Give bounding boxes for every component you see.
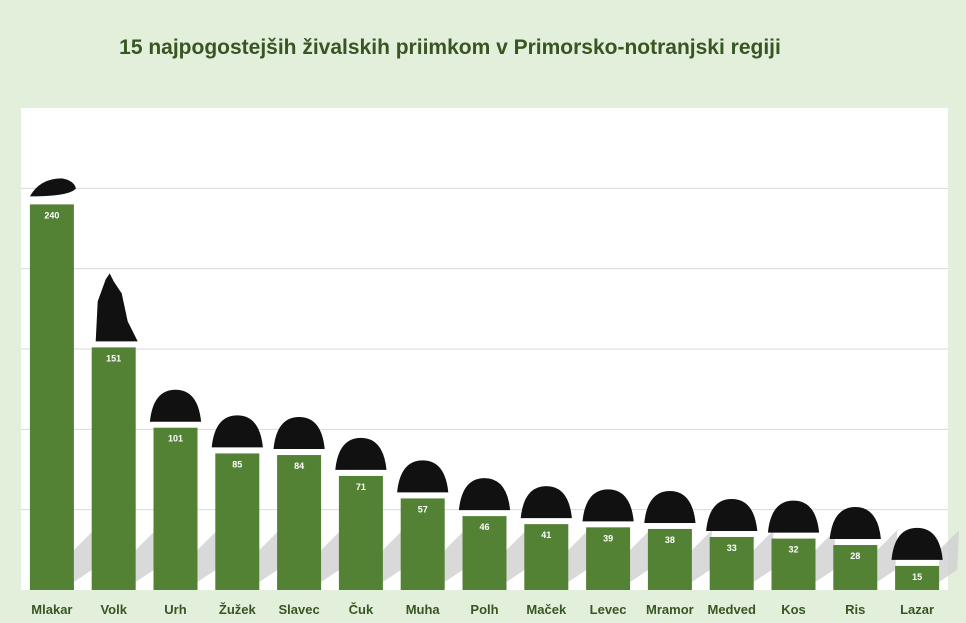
x-tick-label: Čuk [349,602,374,617]
bar-Lazar [895,565,940,590]
bar-shadow [691,530,712,582]
data-label: 32 [788,545,798,555]
x-tick-label: Žužek [219,602,257,617]
bar-shadow [444,530,465,582]
data-label: 57 [418,504,428,514]
bar-shadow [135,530,156,582]
x-tick-label: Medved [707,602,755,617]
bar-shadow [382,530,403,582]
data-label: 15 [912,572,922,582]
bar-Mramor [647,528,692,590]
data-label: 46 [479,522,489,532]
bar-shadow [877,530,898,582]
data-label: 84 [294,461,304,471]
crow-icon [767,500,820,533]
x-tick-label: Polh [470,602,498,617]
bar-shadow [568,530,589,582]
data-label: 151 [106,353,121,363]
bear-icon [706,498,758,531]
bar-shadow [753,530,774,582]
bar-Medved [709,536,754,590]
bar-Čuk [338,475,383,590]
bar-Mlakar [29,204,74,590]
x-tick-label: Volk [100,602,127,617]
x-tick-label: Mlakar [31,602,72,617]
bar-shadow [506,530,527,582]
data-label: 39 [603,533,613,543]
x-tick-label: Muha [406,602,441,617]
bar-Slavec [277,455,322,590]
data-label: 33 [727,543,737,553]
data-label: 240 [44,210,59,220]
x-tick-label: Mramor [646,602,694,617]
x-tick-label: Maček [526,602,567,617]
bar-shadow [197,530,218,582]
x-tick-label: Kos [781,602,806,617]
x-tick-label: Levec [590,602,627,617]
bar-shadow [939,530,960,582]
bar-Kos [771,538,816,590]
x-tick-label: Ris [845,602,865,617]
chart-title: 15 najpogostejših živalskih priimkom v P… [119,36,781,59]
data-label: 41 [541,530,551,540]
dormouse-icon [458,478,511,511]
bar-Volk [91,347,136,590]
beetle-icon [211,415,263,448]
data-label: 101 [168,434,183,444]
bar-shadow [630,530,651,582]
bar-shadow [259,530,280,582]
data-label: 38 [665,535,675,545]
data-label: 71 [356,482,366,492]
bird-icon [273,417,325,450]
bar-Polh [462,516,507,590]
fly-icon [397,460,449,493]
lynx-icon [829,507,881,540]
bar-Urh [153,427,198,590]
crab-icon [582,489,634,522]
bar-Levec [586,527,631,590]
x-tick-label: Slavec [278,602,319,617]
mole-icon [29,178,76,197]
bar-shadow [321,530,342,582]
owl-icon [335,437,387,470]
wolf-icon [95,273,138,342]
x-tick-label: Urh [164,602,186,617]
data-label: 85 [232,459,242,469]
bar-Muha [400,498,445,590]
bar-shadow [815,530,836,582]
bar-shadow [73,530,94,582]
cat-icon [520,486,572,519]
data-label: 28 [850,551,860,561]
bar-Žužek [215,453,260,590]
slug-icon [891,527,943,560]
bar-Ris [833,545,878,590]
frog-icon [149,389,202,422]
bar-Maček [524,524,569,590]
x-tick-label: Lazar [900,602,934,617]
mole-cricket-icon [644,490,696,523]
